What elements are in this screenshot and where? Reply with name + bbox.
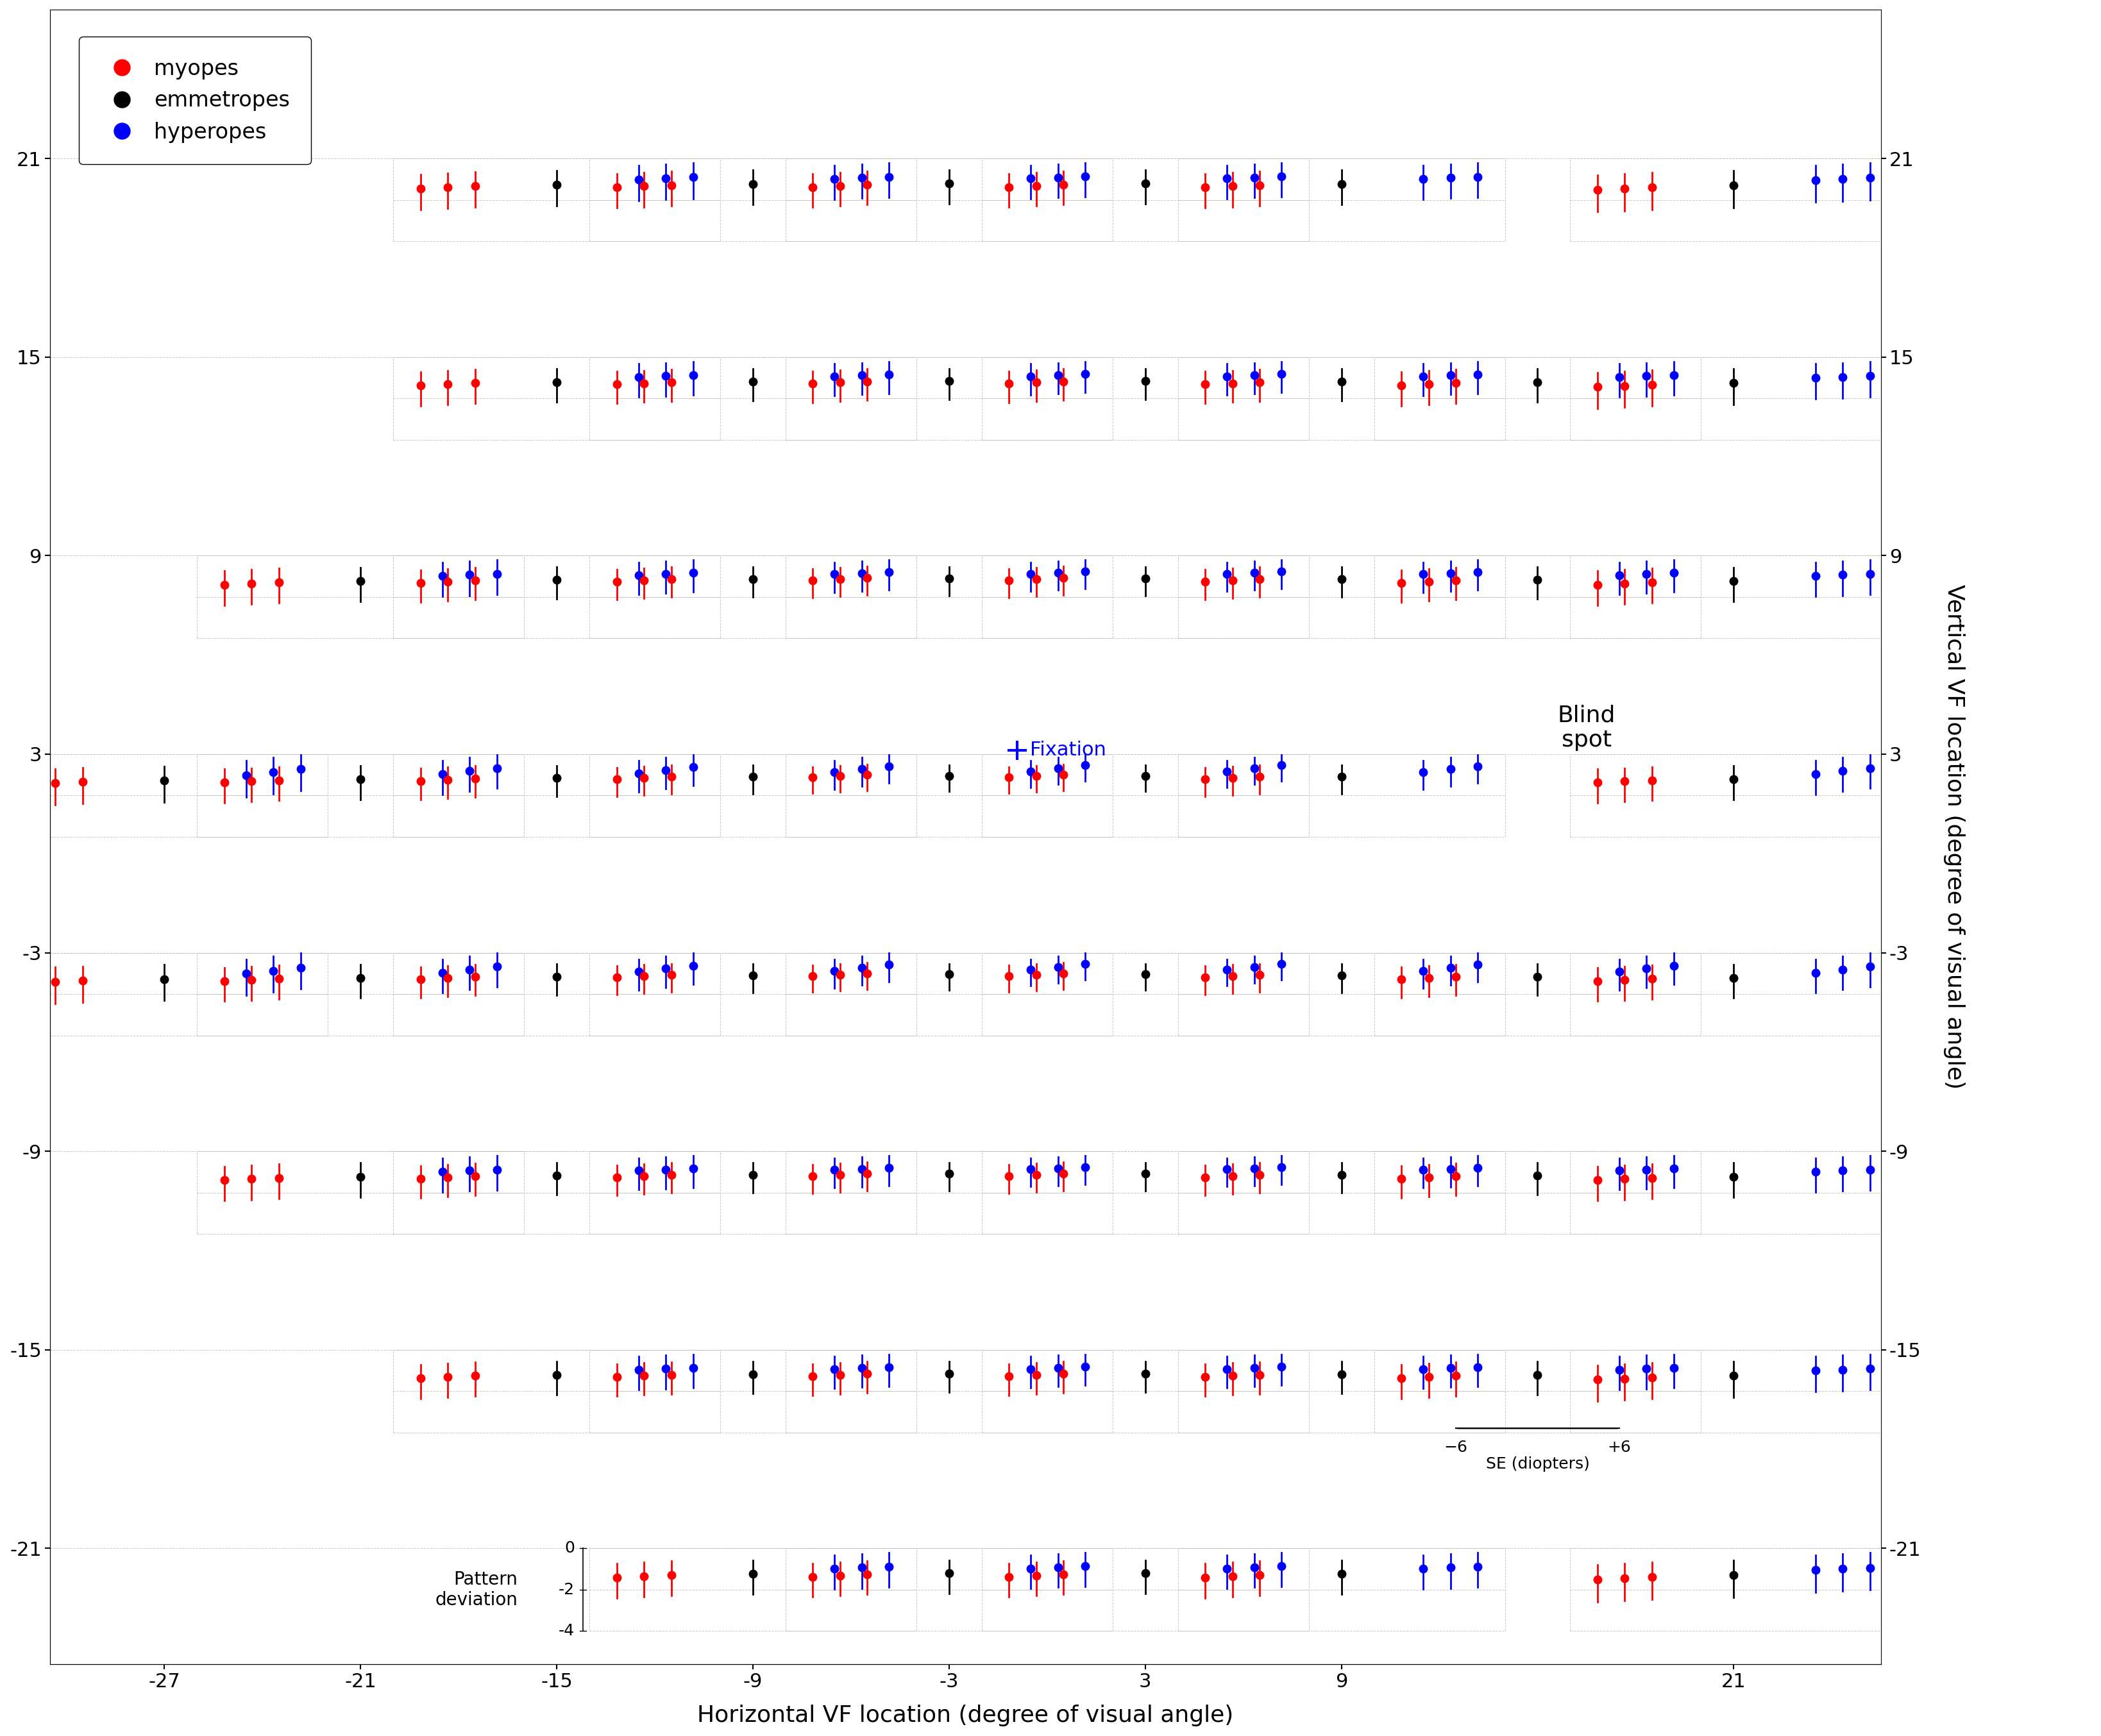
Text: Blind
spot: Blind spot: [1557, 705, 1616, 752]
X-axis label: Horizontal VF location (degree of visual angle): Horizontal VF location (degree of visual…: [698, 1705, 1233, 1726]
Legend: myopes, emmetropes, hyperopes: myopes, emmetropes, hyperopes: [80, 36, 311, 165]
Text: 0: 0: [565, 1540, 576, 1555]
Text: −6: −6: [1443, 1439, 1469, 1455]
Text: SE (diopters): SE (diopters): [1485, 1457, 1590, 1472]
Y-axis label: Vertical VF location (degree of visual angle): Vertical VF location (degree of visual a…: [1943, 585, 1964, 1088]
Text: Pattern
deviation: Pattern deviation: [435, 1571, 517, 1609]
Text: Fixation: Fixation: [1029, 741, 1107, 759]
Text: -4: -4: [559, 1623, 576, 1639]
Text: +6: +6: [1607, 1439, 1630, 1455]
Text: -2: -2: [559, 1581, 576, 1597]
